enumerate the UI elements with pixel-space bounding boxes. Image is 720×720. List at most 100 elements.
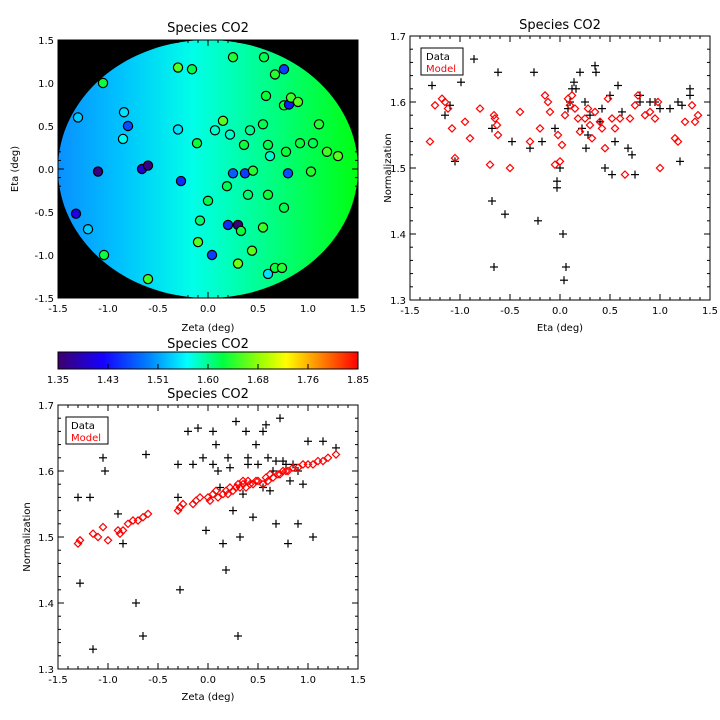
map-axes: -1.5 -1.0 -0.5 0.0 0.5 1.0 1.5 -1.5 -1.0 -0.5 0.0 0… [34, 36, 365, 315]
zeta-model-point [253, 476, 263, 486]
zeta-ytick-label: 1.3 [38, 665, 54, 676]
eta-title: Species CO2 [519, 18, 601, 33]
zeta-model-point [273, 469, 283, 479]
zeta-model-point [203, 492, 213, 502]
zeta-legend-box [65, 416, 109, 445]
zeta-model-point [133, 516, 143, 525]
eta-model-point [585, 120, 595, 130]
eta-legend-data: Data [426, 52, 450, 63]
map-ytick-label: -1.5 [34, 294, 54, 305]
eta-model-point [620, 170, 630, 180]
zeta-model-point [118, 525, 128, 535]
eta-model-point [595, 117, 605, 127]
eta-model-point [690, 117, 700, 127]
zeta-model-point [115, 529, 125, 539]
zeta-model-point [208, 489, 218, 499]
map-point [246, 245, 258, 256]
zeta-xtick-label: -1.0 [98, 675, 118, 686]
colorbar-tick-label: 1.76 [297, 375, 319, 386]
map-point [332, 150, 344, 162]
map-point [262, 139, 274, 151]
zeta-ytick-label: 1.6 [38, 467, 54, 478]
eta-model-point [475, 104, 485, 114]
map-point [262, 268, 274, 280]
eta-model-point [443, 104, 453, 114]
zeta-model-point [228, 486, 238, 496]
eta-model-point [640, 110, 650, 120]
map-ylabel: Eta (deg) [10, 146, 21, 192]
eta-model-point [515, 107, 525, 117]
map-ytick-label: -1.0 [34, 251, 54, 262]
eta-ylabel: Normalization [383, 133, 394, 203]
zeta-model-point [323, 453, 333, 463]
map-point [262, 189, 274, 200]
zeta-model-point [195, 492, 205, 502]
map-point [117, 133, 129, 145]
map-point [122, 120, 134, 132]
zeta-model-point [75, 535, 85, 545]
eta-model-point [567, 90, 577, 100]
map-point [192, 236, 204, 248]
eta-model-point [465, 133, 475, 143]
zeta-xtick-label: -1.5 [48, 675, 68, 686]
map-point [142, 273, 154, 285]
eta-model-point [650, 114, 660, 123]
map-point [217, 115, 229, 127]
map-point [175, 175, 187, 187]
zeta-model-point [268, 473, 278, 483]
zeta-ytick-label: 1.4 [38, 599, 54, 610]
eta-xtick-label: 0.0 [552, 306, 568, 317]
zeta-model-point [281, 466, 291, 476]
map-point [191, 137, 203, 149]
zeta-xtick-label: 0.5 [250, 675, 266, 686]
map-ytick-label: 1.5 [38, 36, 54, 47]
eta-model-point [505, 163, 515, 173]
zeta-model-point [173, 506, 183, 516]
eta-model-point [489, 110, 499, 120]
map-point [98, 249, 110, 261]
map-point [118, 107, 130, 118]
map-point [280, 146, 292, 157]
map-point [227, 52, 239, 63]
zeta-model-point [93, 532, 103, 542]
eta-model-series [425, 90, 703, 180]
map-point [257, 119, 269, 130]
zeta-model-point [238, 476, 248, 486]
map-point [278, 202, 290, 213]
eta-axes: -1.5 -1.0 -0.5 0.0 0.5 1.0 1.5 1.3 1.4 1.5 1.6 1.7 [390, 32, 718, 317]
eta-model-point [645, 107, 655, 117]
colorbar-tick-label: 1.35 [47, 375, 69, 386]
map-point [260, 90, 272, 102]
eta-ytick-label: 1.3 [390, 296, 406, 307]
eta-model-point [693, 110, 703, 120]
map-point [92, 166, 104, 177]
map-xtick-label: -1.5 [48, 304, 68, 315]
colorbar-tick-label: 1.68 [247, 375, 269, 386]
colorbar-panel: Species CO2 1.35 1.43 1.51 1.60 1.68 1.76 1.85 [47, 337, 369, 386]
map-point [242, 189, 254, 200]
eta-xtick-label: -1.0 [450, 306, 470, 317]
eta-xtick-label: -1.5 [400, 306, 420, 317]
map-point [82, 223, 94, 235]
map-point [276, 262, 288, 274]
zeta-model-point [188, 499, 198, 509]
eta-panel: Species CO2 -1.5 -1.0 -0.5 0.0 0.5 1.0 1.5 1.3 1… [383, 18, 718, 334]
map-point [307, 137, 319, 149]
map-point [222, 219, 234, 231]
zeta-panel: Species CO2 -1.5 -1.0 -0.5 0.0 0.5 1.0 1.5 1.3 1… [22, 387, 366, 703]
eta-model-point [545, 107, 555, 117]
zeta-model-point [245, 479, 255, 489]
eta-model-point [600, 143, 610, 153]
map-point [294, 137, 306, 149]
eta-model-point [490, 114, 500, 123]
eta-model-point [633, 90, 643, 100]
eta-ytick-label: 1.6 [390, 98, 406, 109]
eta-model-point [557, 140, 567, 150]
colorbar-tick-label: 1.60 [197, 375, 219, 386]
zeta-legend: Data Model [65, 416, 109, 445]
zeta-model-point [73, 539, 83, 549]
zeta-model-point [258, 479, 268, 489]
eta-legend-model: Model [426, 64, 456, 75]
zeta-model-point [331, 450, 341, 459]
map-point [72, 112, 84, 123]
